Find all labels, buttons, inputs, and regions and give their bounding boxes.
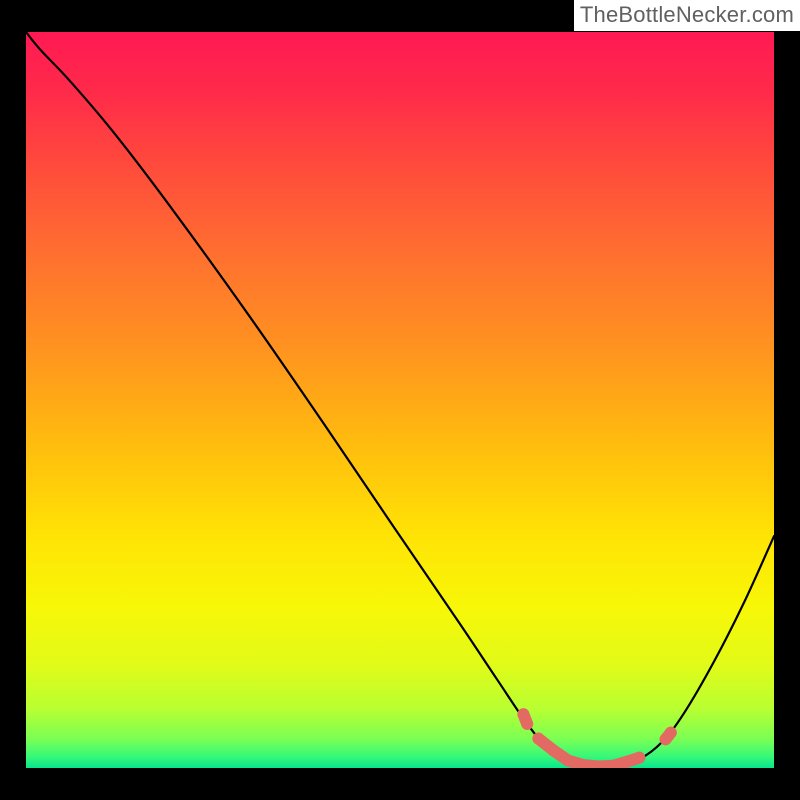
trough-marker-dot [633, 752, 645, 764]
plot-svg [26, 32, 774, 768]
gradient-background [26, 32, 774, 768]
trough-marker-dot [562, 755, 574, 767]
trough-marker-dot [532, 733, 544, 745]
trough-marker-dot [521, 718, 533, 730]
watermark-label: TheBottleNecker.com [574, 0, 800, 31]
chart-frame: TheBottleNecker.com [0, 0, 800, 800]
trough-marker-dot [622, 755, 634, 767]
plot-area [26, 32, 774, 768]
trough-marker-dot [665, 727, 677, 739]
trough-marker-dot [547, 744, 559, 756]
